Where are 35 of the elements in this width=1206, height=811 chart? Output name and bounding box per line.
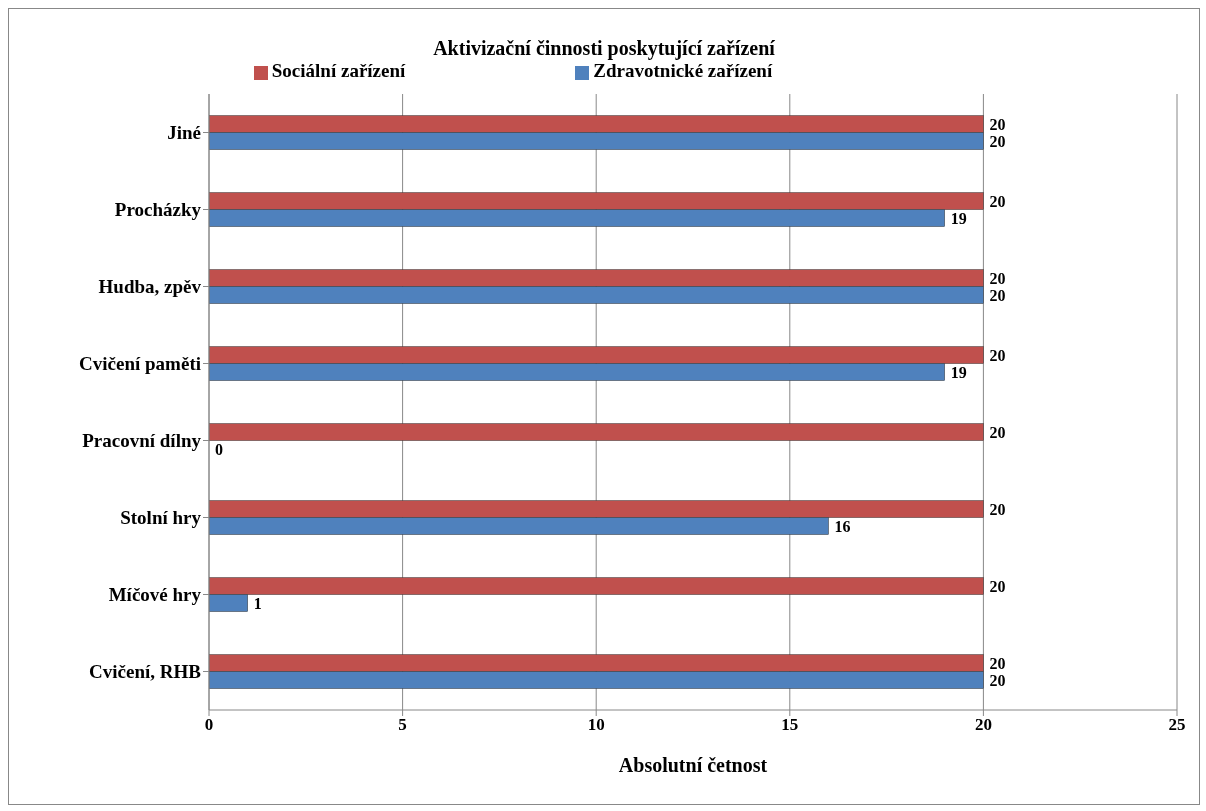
data-label: 20: [989, 346, 1006, 364]
y-tick-label: Pracovní dílny: [82, 430, 202, 452]
data-label: 20: [989, 132, 1006, 150]
data-label: 20: [989, 115, 1006, 133]
bar: [209, 423, 984, 441]
x-tick-label: 25: [1168, 715, 1186, 735]
data-label: 20: [989, 192, 1006, 210]
data-label: 20: [989, 654, 1006, 672]
data-label: 20: [989, 423, 1006, 441]
y-tick-label: Jiné: [167, 122, 201, 144]
data-label: 1: [253, 594, 262, 612]
y-tick-label: Procházky: [114, 199, 202, 221]
chart-title: Aktivizační činnosti poskytující zařízení: [432, 37, 776, 60]
data-label: 16: [834, 517, 851, 535]
y-tick-label: Hudba, zpěv: [98, 276, 202, 298]
legend-label: Zdravotnické zařízení: [593, 60, 773, 81]
data-label: 20: [989, 286, 1006, 304]
x-tick-label: 10: [587, 715, 605, 735]
x-tick-label: 0: [204, 715, 214, 735]
y-tick-label: Míčové hry: [108, 584, 202, 606]
data-label: 20: [989, 500, 1006, 518]
x-axis-title: Absolutní četnost: [618, 754, 768, 776]
data-label: 20: [989, 671, 1006, 689]
x-tick-label: 5: [398, 715, 407, 735]
data-label: 19: [950, 363, 967, 381]
data-label: 20: [989, 269, 1006, 287]
x-tick-label: 20: [974, 715, 992, 735]
data-label: 19: [950, 209, 967, 227]
data-label: 20: [989, 577, 1006, 595]
x-tick-label: 15: [781, 715, 799, 735]
y-tick-label: Stolní hry: [120, 507, 202, 529]
y-tick-label: Cvičení, RHB: [89, 661, 202, 683]
legend-label: Sociální zařízení: [271, 60, 406, 81]
data-label: 0: [215, 440, 223, 458]
y-tick-label: Cvičení paměti: [79, 353, 201, 375]
